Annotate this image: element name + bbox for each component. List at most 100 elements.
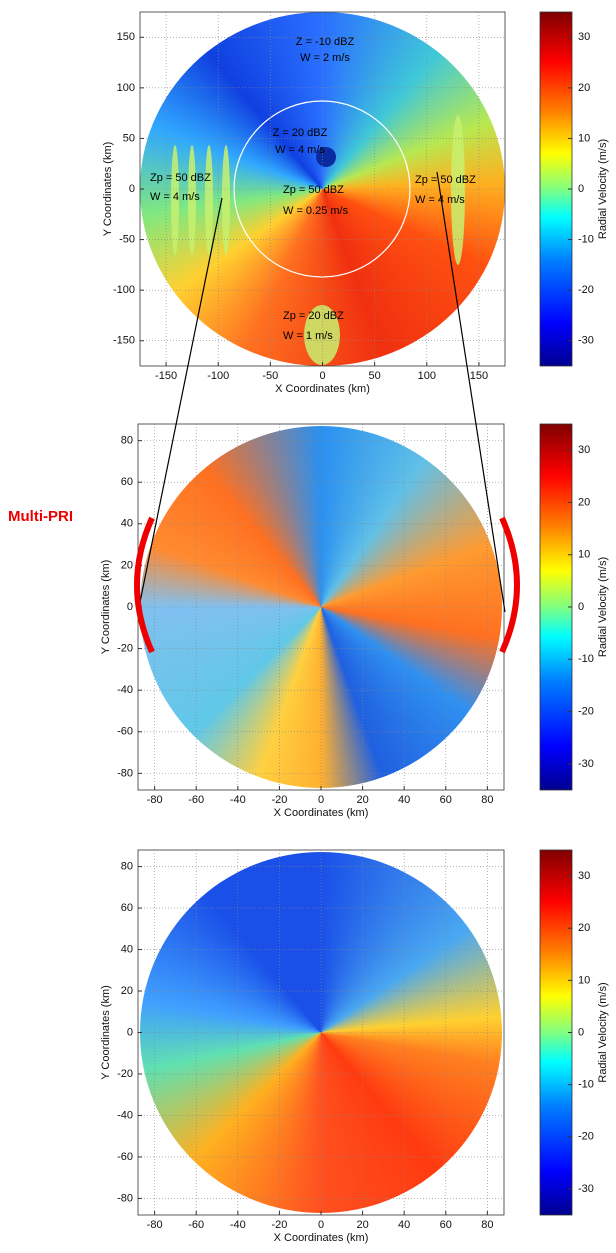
y-tick-label: -40 [117,1109,133,1121]
x-tick-label: 0 [319,370,325,382]
zoom-line [437,172,505,612]
x-tick-label: 20 [356,1219,368,1231]
annotation: W = 4 m/s [150,191,200,203]
y-tick-label: -80 [117,1192,133,1204]
colorbar-tick-label: 30 [578,31,590,43]
annotation: W = 1 m/s [283,330,333,342]
y-tick-label: -40 [117,684,133,696]
x-tick-label: 60 [440,794,452,806]
x-tick-label: -20 [271,1219,287,1231]
annotation: W = 4 m/s [275,144,325,156]
x-tick-label: -80 [147,794,163,806]
colorbar-frame [540,850,572,1215]
annotation: Zp = 20 dBZ [283,310,344,322]
target-region [222,145,230,255]
colorbar-tick-label: -20 [578,284,594,296]
y-tick-label: 40 [121,943,133,955]
x-tick-label: -80 [147,1219,163,1231]
y-tick-label: 20 [121,559,133,571]
colorbar-tick-label: 30 [578,870,590,882]
annotation: Zp = 50 dBZ [283,184,344,196]
colorbar-tick-label: -20 [578,705,594,717]
x-tick-label: -50 [262,370,278,382]
x-tick-label: -40 [230,794,246,806]
x-tick-label: -150 [155,370,177,382]
x-axis-label: X Coordinates (km) [274,807,369,819]
y-tick-label: 0 [127,1026,133,1038]
x-tick-label: 0 [318,794,324,806]
colorbar-tick-label: 20 [578,82,590,94]
y-tick-label: 40 [121,518,133,530]
colorbar-tick-label: 10 [578,549,590,561]
x-tick-label: 20 [356,794,368,806]
target-region [205,145,213,255]
y-tick-label: 0 [127,601,133,613]
y-tick-label: 50 [123,132,135,144]
y-tick-label: 80 [121,435,133,447]
y-tick-label: 0 [129,183,135,195]
x-tick-label: -60 [188,794,204,806]
page: {"annotation": "Multi-PRI", "chart_data"… [0,0,616,1253]
x-tick-label: 50 [369,370,381,382]
x-tick-label: 80 [481,1219,493,1231]
colorbar-frame [540,12,572,366]
colorbar-label: Radial Velocity (m/s) [597,139,609,239]
annotation: Zp = 50 dBZ [150,172,211,184]
y-axis-label: Y Coordinates (km) [102,142,114,237]
zoom-line [138,198,222,612]
x-axis-label: X Coordinates (km) [274,1232,369,1244]
colorbar-tick-label: -10 [578,233,594,245]
colorbar-tick-label: -10 [578,653,594,665]
x-tick-label: -100 [207,370,229,382]
y-tick-label: -60 [117,726,133,738]
x-tick-label: -60 [188,1219,204,1231]
y-tick-label: 60 [121,902,133,914]
x-axis-label: X Coordinates (km) [275,383,370,395]
colorbar-tick-label: 0 [578,1026,584,1038]
x-tick-label: -20 [271,794,287,806]
y-tick-label: -150 [113,335,135,347]
colorbar-label: Radial Velocity (m/s) [597,557,609,657]
y-tick-label: 60 [121,476,133,488]
x-tick-label: 60 [440,1219,452,1231]
x-tick-label: 40 [398,1219,410,1231]
multi-pri-label: Multi-PRI [8,508,73,525]
colorbar-tick-label: -30 [578,335,594,347]
colorbar-tick-label: -10 [578,1079,594,1091]
colorbar-tick-label: -20 [578,1131,594,1143]
y-tick-label: -60 [117,1151,133,1163]
colorbar-tick-label: 0 [578,183,584,195]
annotation: Z = 20 dBZ [273,127,328,139]
annotation: W = 2 m/s [300,52,350,64]
annotation: Zp = 50 dBZ [415,174,476,186]
y-tick-label: 100 [117,82,135,94]
colorbar-tick-label: 20 [578,496,590,508]
colorbar-tick-label: -30 [578,758,594,770]
x-tick-label: -40 [230,1219,246,1231]
y-axis-label: Y Coordinates (km) [100,985,112,1080]
bracket [137,518,152,652]
annotation: Z = -10 dBZ [296,36,355,48]
y-tick-label: -50 [119,233,135,245]
y-axis-label: Y Coordinates (km) [100,560,112,655]
colorbar-tick-label: 10 [578,132,590,144]
y-tick-label: -20 [117,642,133,654]
y-tick-label: 150 [117,31,135,43]
y-tick-label: -100 [113,284,135,296]
y-tick-label: 20 [121,985,133,997]
target-region [451,115,465,265]
y-tick-label: 80 [121,860,133,872]
colorbar-tick-label: -30 [578,1183,594,1195]
x-tick-label: 40 [398,794,410,806]
annotation: W = 0.25 m/s [283,205,349,217]
y-tick-label: -20 [117,1068,133,1080]
x-tick-label: 100 [418,370,436,382]
colorbar-tick-label: 30 [578,444,590,456]
y-tick-label: -80 [117,767,133,779]
colorbar-tick-label: 0 [578,601,584,613]
colorbar-label: Radial Velocity (m/s) [597,982,609,1082]
x-tick-label: 0 [318,1219,324,1231]
colorbar-tick-label: 20 [578,922,590,934]
x-tick-label: 80 [481,794,493,806]
figure: -150-100-50050100150-150-100-50050100150… [0,0,616,1253]
